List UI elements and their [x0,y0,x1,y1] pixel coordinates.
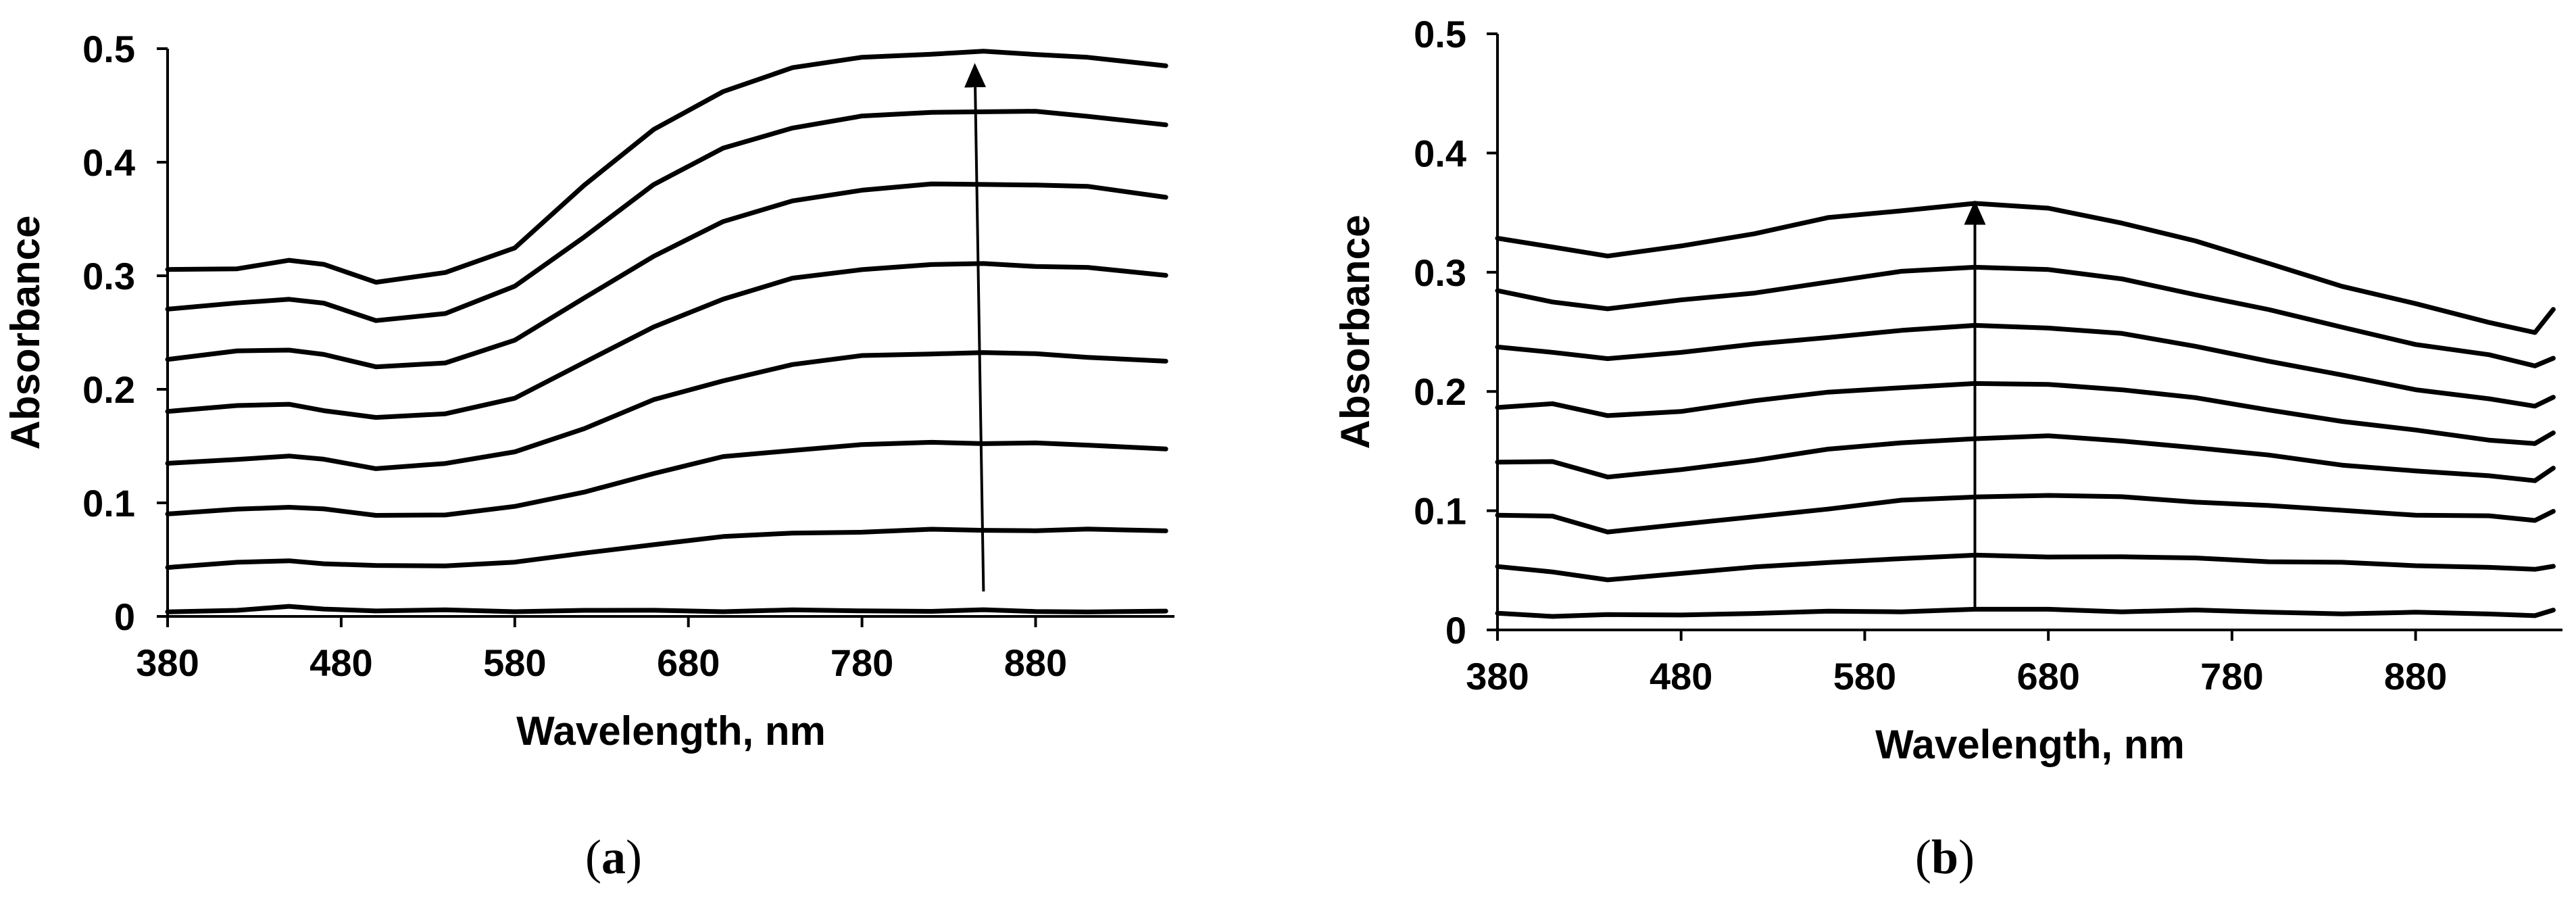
panel-a-x-axis-title: Wavelength, nm [516,708,826,754]
panel-b-x-tick-label: 680 [2016,655,2079,698]
panel-a-y-axis-title: Absorbance [3,216,48,450]
panel-b-series-line [1495,433,2556,483]
panel-a-x-tick-label: 380 [136,641,199,684]
panel-a-caption: (a) [585,830,642,884]
panel-b-series-line [1495,381,2556,446]
panel-b-y-tick-label: 0 [1445,609,1466,652]
panel-a-y-tick-label: 0.4 [82,141,135,184]
panel-a-x-tick-label: 680 [657,641,720,684]
panel-b-series-line [1495,552,2556,583]
panel-a-y-tick-label: 0.2 [82,368,135,411]
panel-b-y-tick-label: 0.4 [1414,132,1466,174]
panel-b-series-line [1495,322,2556,409]
panel-a-x-tick-label: 480 [309,641,372,684]
panel-a-y-tick-label: 0.5 [82,28,135,70]
panel-b-series-line [1495,493,2556,535]
panel-b-x-tick-label: 580 [1833,655,1896,698]
panel-b-x-tick-label: 780 [2200,655,2263,698]
panel-b-series-line [1495,606,2556,619]
panel-a-trend-arrow [964,63,987,592]
panel-b-y-axis-title: Absorbance [1333,215,1378,449]
panel-a-y-tick-label: 0 [114,595,135,638]
panel-a-y-tick-label: 0.1 [82,482,135,524]
panel-b-x-tick-label: 480 [1650,655,1712,698]
panel-b-y-tick-label: 0.1 [1414,490,1466,533]
panel-b-x-tick-label: 380 [1466,655,1529,698]
panel-a-x-tick-label: 880 [1004,641,1067,684]
panel-a-series-line [165,181,1168,370]
panel-a-series-line [165,527,1168,570]
panel-b-caption: (b) [1915,830,1975,884]
chart-panel-b: 0 0.1 0.2 0.3 0.4 0.5 380 480 580 680 780 880 Wavele… [1333,13,2562,767]
panel-a-x-tick-label: 780 [831,641,893,684]
panel-a-x-tick-label: 580 [483,641,546,684]
panel-b-x-tick-label: 880 [2384,655,2447,698]
panel-a-series-line [165,109,1168,323]
panel-a-y-tick-label: 0.3 [82,255,135,297]
panel-b-y-tick-label: 0.2 [1414,370,1466,413]
panel-b-series-line [1495,201,2556,335]
panel-a-series-line [165,439,1168,518]
chart-panel-a: 0 0.1 0.2 0.3 0.4 0.5 380 480 580 680 780 880 Wavele… [3,28,1174,754]
panel-b-y-tick-label: 0.3 [1414,251,1466,294]
panel-a-series-line [165,261,1168,420]
panel-a-series-line [165,49,1168,285]
panel-a-series-line [165,604,1168,614]
panel-b-x-axis-title: Wavelength, nm [1875,722,2185,767]
panel-b-series-line [1495,264,2556,368]
panel-b-y-tick-label: 0.5 [1414,13,1466,55]
panel-a-series-line [165,350,1168,471]
